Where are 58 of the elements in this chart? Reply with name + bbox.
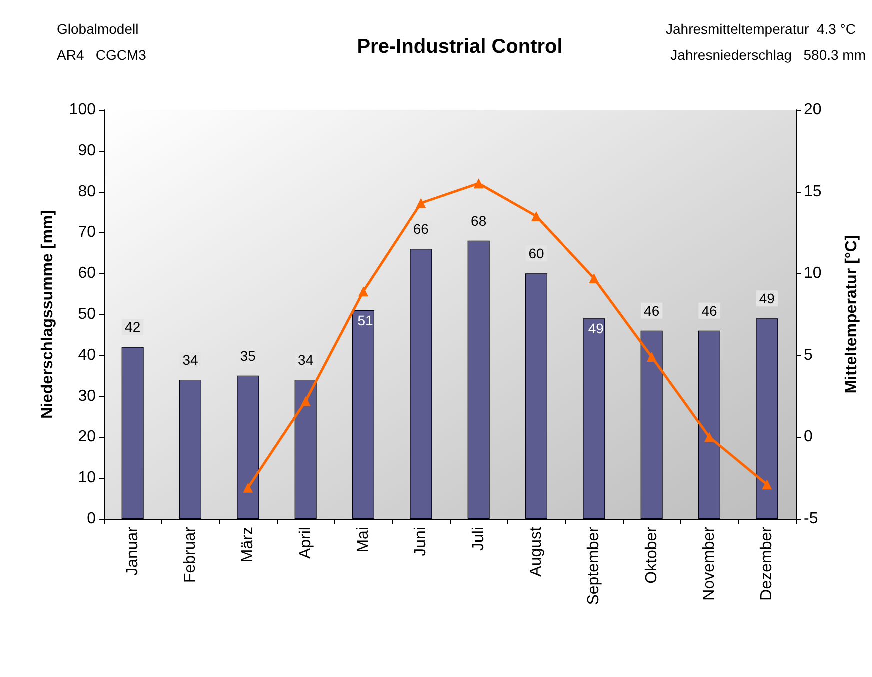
x-tick-label: August (528, 526, 545, 577)
y-tick-label: 50 (78, 306, 96, 323)
x-tick-label: Mai (355, 527, 372, 553)
data-label: 35 (240, 348, 256, 364)
point (358, 286, 368, 297)
y2-tick-label: 5 (804, 346, 813, 364)
y2-tick-label: 0 (804, 428, 813, 446)
y2-tick-label: 15 (804, 183, 822, 200)
data-label: 34 (182, 352, 198, 368)
data-label: 46 (644, 302, 660, 319)
y-tick-label: 20 (78, 428, 96, 446)
data-label: 60 (528, 246, 544, 262)
data-label: 51 (358, 312, 374, 328)
text: AR4 CGCM3 (57, 47, 147, 63)
y2-tick-label: 10 (804, 265, 822, 282)
x-tick-label: Juni (412, 527, 430, 556)
point (762, 480, 772, 490)
x-tick-label: Oktober (643, 526, 660, 584)
data-label: 42 (125, 319, 141, 336)
data-label: 49 (759, 290, 776, 307)
x-tick-label: April (297, 527, 314, 560)
point (646, 352, 657, 362)
x-tick-label: September (586, 526, 603, 606)
y2-axis-title: Mitteltemperatur [°C] (844, 235, 860, 394)
y-tick-label: 70 (78, 224, 96, 242)
y-tick-label: 60 (78, 265, 96, 282)
point (589, 274, 600, 284)
text: Globalmodell (57, 21, 139, 37)
y-axis-title: Niederschlagssumme [mm] (40, 210, 56, 419)
x-tick-label: November (701, 526, 718, 601)
y-tick-label: 30 (78, 388, 96, 405)
point (243, 482, 254, 493)
x-tick-label: Dezember (758, 526, 776, 601)
y-tick-label: 0 (87, 510, 96, 528)
y-tick-label: 100 (69, 102, 96, 118)
point (532, 211, 542, 222)
chart-title: Pre-Industrial Control (357, 36, 563, 58)
point (704, 432, 714, 442)
x-tick-label: Januar (124, 526, 142, 576)
y2-tick-label: 20 (804, 102, 822, 118)
text: Jahresniederschlag 580.3 mm (670, 47, 866, 63)
point (300, 396, 311, 406)
y-tick-label: 40 (78, 346, 96, 364)
x-tick-label: Juli (470, 527, 488, 552)
y2-tick-label: -5 (804, 510, 818, 528)
y-tick-label: 10 (78, 470, 96, 487)
point (474, 178, 484, 189)
data-label: 34 (298, 352, 314, 368)
y-tick-label: 80 (78, 183, 96, 200)
x-tick-label: März (240, 527, 257, 563)
text: Jahresmitteltemperatur 4.3 °C (666, 21, 856, 37)
data-label: 49 (588, 320, 604, 337)
point (416, 198, 426, 208)
y-tick-label: 90 (78, 142, 96, 160)
data-label: 66 (413, 221, 430, 238)
data-label: 68 (471, 212, 487, 229)
data-label: 46 (702, 302, 718, 319)
x-tick-label: Februar (182, 526, 199, 584)
